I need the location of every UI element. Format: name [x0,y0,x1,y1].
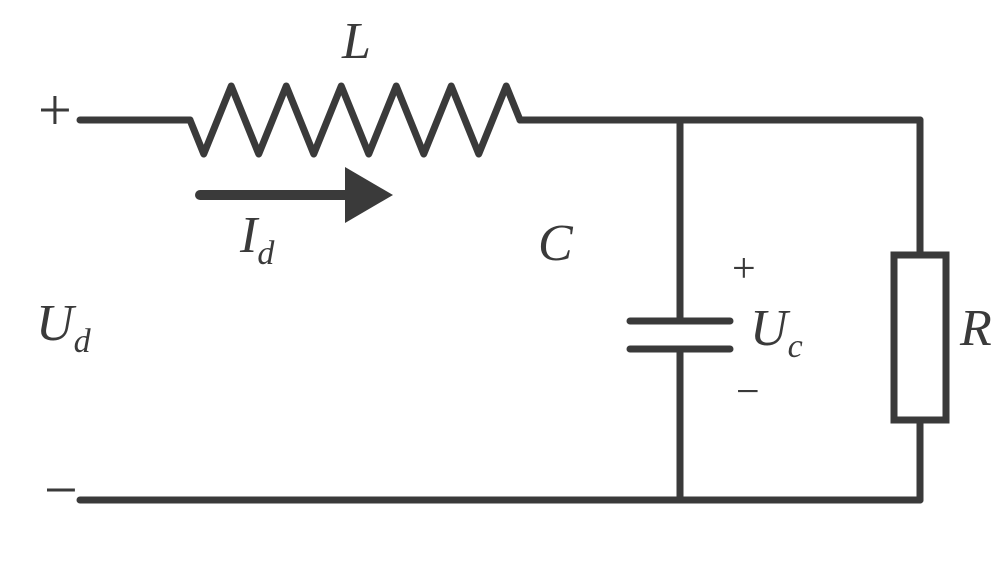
label-C: C [538,215,574,272]
label-Ud: Ud [36,295,92,360]
sign-plus-input: + [38,77,72,143]
resistor-R [894,255,946,420]
label-Id: Id [239,207,275,272]
label-R: R [959,300,992,357]
label-Uc: Uc [750,300,803,365]
inductor-L [190,86,520,154]
sign-minus-input: − [44,457,78,523]
circuit-diagram: L C R Id Uc Ud + − + − [0,0,1000,576]
label-L: L [341,13,371,70]
current-arrow-head [345,167,393,223]
sign-minus-cap: − [736,369,760,415]
sign-plus-cap: + [732,246,756,292]
